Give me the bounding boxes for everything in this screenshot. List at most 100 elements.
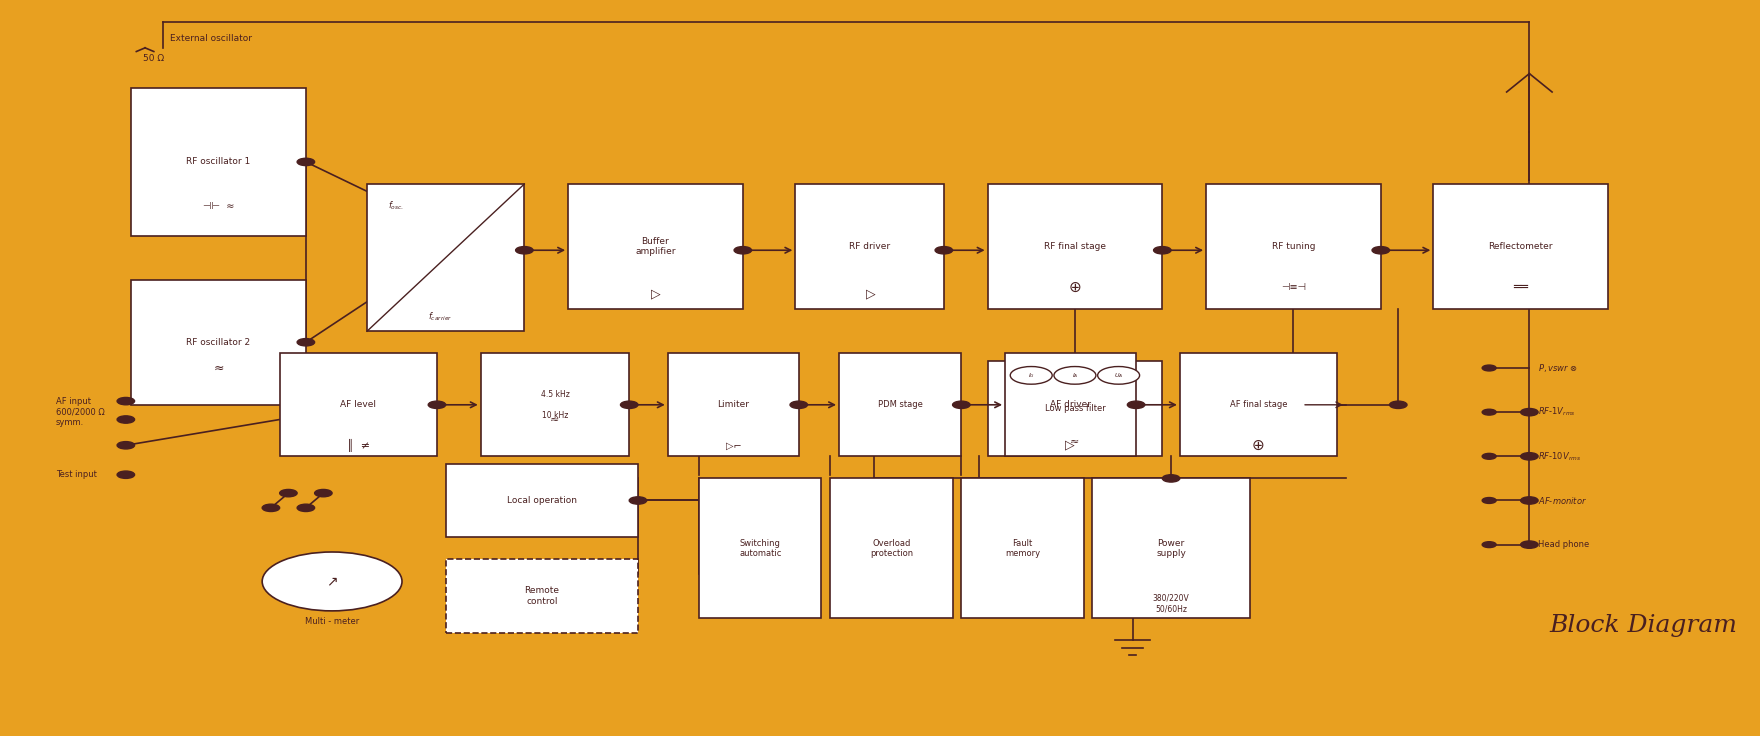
FancyBboxPatch shape xyxy=(987,184,1162,309)
Text: PDM stage: PDM stage xyxy=(878,400,922,409)
Text: $AF\text{-}monitor$: $AF\text{-}monitor$ xyxy=(1538,495,1588,506)
Text: $f_{osc.}$: $f_{osc.}$ xyxy=(387,200,405,212)
FancyBboxPatch shape xyxy=(1206,184,1382,309)
FancyBboxPatch shape xyxy=(445,559,637,633)
Text: Buffer
amplifier: Buffer amplifier xyxy=(635,237,676,256)
FancyBboxPatch shape xyxy=(831,478,952,618)
Text: $U_A$: $U_A$ xyxy=(1114,371,1123,380)
FancyBboxPatch shape xyxy=(1433,184,1609,309)
Text: RF oscillator 2: RF oscillator 2 xyxy=(187,338,250,347)
Text: Switching
automatic: Switching automatic xyxy=(739,539,781,558)
Circle shape xyxy=(1010,367,1052,384)
Circle shape xyxy=(118,397,134,405)
Circle shape xyxy=(1153,247,1170,254)
Text: Overload
protection: Overload protection xyxy=(869,539,913,558)
Circle shape xyxy=(118,416,134,423)
Text: $f_{carrier}$: $f_{carrier}$ xyxy=(428,311,452,322)
FancyBboxPatch shape xyxy=(130,280,306,405)
Text: RF final stage: RF final stage xyxy=(1044,242,1105,251)
Circle shape xyxy=(1482,365,1496,371)
Text: Remote
control: Remote control xyxy=(524,587,560,606)
FancyBboxPatch shape xyxy=(796,184,943,309)
Circle shape xyxy=(1521,453,1538,460)
FancyBboxPatch shape xyxy=(368,184,524,331)
Circle shape xyxy=(297,339,315,346)
Text: ⊕: ⊕ xyxy=(1251,438,1265,453)
Text: ▷: ▷ xyxy=(651,288,660,301)
Text: Reflectometer: Reflectometer xyxy=(1489,242,1552,251)
Text: AF level: AF level xyxy=(340,400,377,409)
FancyBboxPatch shape xyxy=(961,478,1084,618)
Text: $I_A$: $I_A$ xyxy=(1072,371,1079,380)
Text: ↗: ↗ xyxy=(326,574,338,589)
FancyBboxPatch shape xyxy=(699,478,822,618)
FancyBboxPatch shape xyxy=(1179,353,1338,456)
Circle shape xyxy=(935,247,952,254)
Text: Power
supply: Power supply xyxy=(1156,539,1186,558)
Text: 4.5 kHz

10 kHz: 4.5 kHz 10 kHz xyxy=(540,390,570,420)
Text: $P, vswr$ ⊗: $P, vswr$ ⊗ xyxy=(1538,362,1579,374)
Text: RF driver: RF driver xyxy=(848,242,891,251)
FancyBboxPatch shape xyxy=(568,184,743,309)
Text: $RF\text{-}10V_{rms}$: $RF\text{-}10V_{rms}$ xyxy=(1538,450,1580,462)
Text: Fault
memory: Fault memory xyxy=(1005,539,1040,558)
Circle shape xyxy=(118,442,134,449)
Text: ≈: ≈ xyxy=(213,361,224,375)
Text: $RF\text{-}1V_{rms}$: $RF\text{-}1V_{rms}$ xyxy=(1538,406,1575,418)
FancyBboxPatch shape xyxy=(840,353,961,456)
FancyBboxPatch shape xyxy=(445,464,637,537)
Text: ▷: ▷ xyxy=(866,288,875,301)
Circle shape xyxy=(1521,541,1538,548)
Text: External oscillator: External oscillator xyxy=(169,34,252,43)
Circle shape xyxy=(1482,498,1496,503)
Circle shape xyxy=(1373,247,1390,254)
Circle shape xyxy=(118,471,134,478)
Circle shape xyxy=(297,158,315,166)
Text: RF oscillator 1: RF oscillator 1 xyxy=(187,158,250,166)
Text: ⊕: ⊕ xyxy=(1068,280,1081,294)
Text: Multi - meter: Multi - meter xyxy=(304,618,359,626)
Circle shape xyxy=(1128,401,1144,408)
Circle shape xyxy=(1390,401,1406,408)
Text: Local operation: Local operation xyxy=(507,496,577,505)
Circle shape xyxy=(952,401,970,408)
Text: Test input: Test input xyxy=(56,470,97,479)
Circle shape xyxy=(315,489,333,497)
Text: Limiter: Limiter xyxy=(718,400,750,409)
Circle shape xyxy=(1482,409,1496,415)
Circle shape xyxy=(1482,453,1496,459)
Text: ║  ≠: ║ ≠ xyxy=(347,439,370,452)
Circle shape xyxy=(428,401,445,408)
Circle shape xyxy=(262,552,401,611)
Circle shape xyxy=(516,247,533,254)
Text: ≈: ≈ xyxy=(1070,436,1079,447)
Text: RF tuning: RF tuning xyxy=(1272,242,1315,251)
Text: 380/220V
50/60Hz: 380/220V 50/60Hz xyxy=(1153,594,1190,613)
Circle shape xyxy=(280,489,297,497)
FancyBboxPatch shape xyxy=(130,88,306,236)
Circle shape xyxy=(297,504,315,512)
FancyBboxPatch shape xyxy=(480,353,630,456)
Text: 50 Ω: 50 Ω xyxy=(143,54,164,63)
FancyBboxPatch shape xyxy=(1005,353,1137,456)
Circle shape xyxy=(1162,475,1179,482)
Circle shape xyxy=(1521,408,1538,416)
Circle shape xyxy=(621,401,637,408)
Circle shape xyxy=(1521,497,1538,504)
Text: ▷: ▷ xyxy=(1065,439,1075,452)
Circle shape xyxy=(262,504,280,512)
FancyBboxPatch shape xyxy=(987,361,1162,456)
Circle shape xyxy=(1054,367,1096,384)
Text: AF final stage: AF final stage xyxy=(1230,400,1287,409)
Text: ══: ══ xyxy=(1514,280,1528,294)
Text: AF driver: AF driver xyxy=(1051,400,1091,409)
Text: $I_G$: $I_G$ xyxy=(1028,371,1035,380)
Circle shape xyxy=(630,497,646,504)
Text: Low pass filter: Low pass filter xyxy=(1044,404,1105,413)
Text: Block Diagram: Block Diagram xyxy=(1549,614,1737,637)
Circle shape xyxy=(1482,542,1496,548)
Text: ▷⌐: ▷⌐ xyxy=(727,440,743,450)
FancyBboxPatch shape xyxy=(667,353,799,456)
FancyBboxPatch shape xyxy=(280,353,436,456)
Circle shape xyxy=(734,247,752,254)
